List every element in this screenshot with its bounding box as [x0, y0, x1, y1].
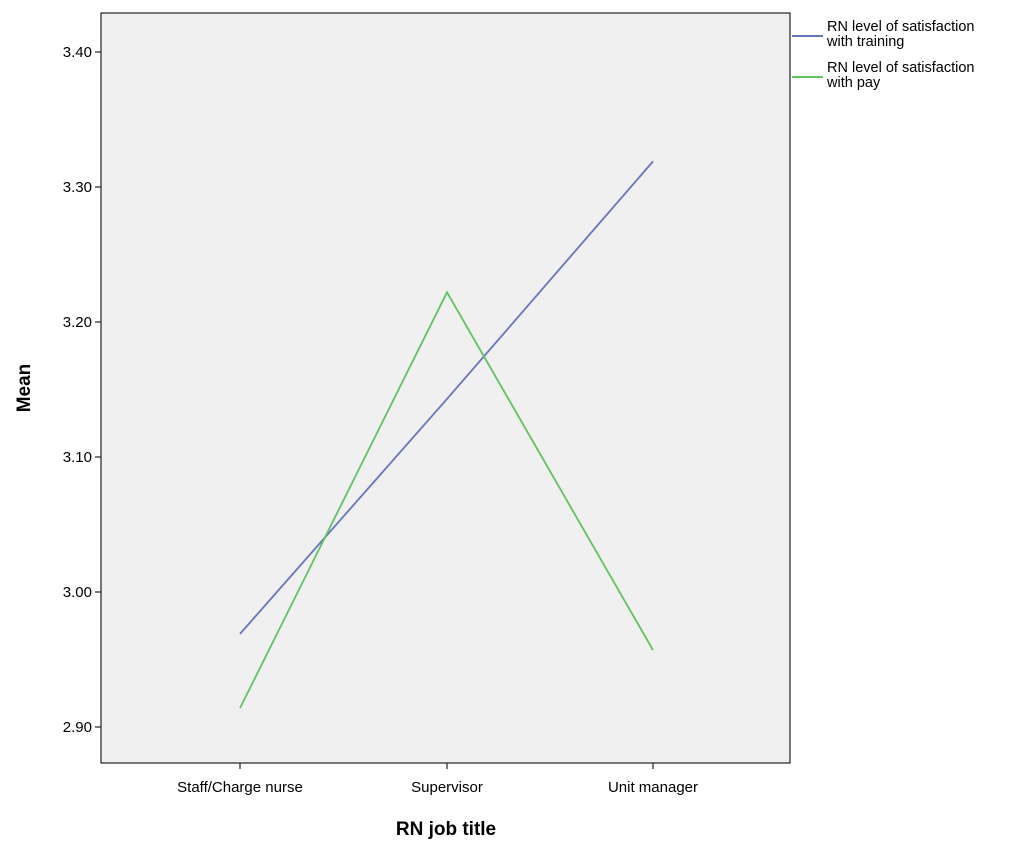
x-tick-label: Unit manager — [608, 779, 698, 796]
y-tick-label: 3.40 — [63, 44, 92, 61]
series-layer — [239, 160, 654, 709]
legend-label: with pay — [826, 75, 881, 91]
y-axis-title: Mean — [14, 364, 35, 413]
x-axis: Staff/Charge nurse Supervisor Unit manager — [177, 763, 698, 796]
plot-area — [100, 12, 791, 764]
series-line-2 — [239, 290, 654, 709]
y-tick-label: 3.00 — [63, 584, 92, 601]
legend-label: RN level of satisfaction — [827, 19, 974, 35]
y-tick-label: 3.20 — [63, 314, 92, 331]
x-tick-label: Staff/Charge nurse — [177, 779, 303, 796]
x-axis-title: RN job title — [396, 819, 496, 840]
x-tick-label: Supervisor — [411, 779, 483, 796]
y-tick-label: 3.30 — [63, 179, 92, 196]
y-tick-label: 3.10 — [63, 449, 92, 466]
series-line-1 — [239, 160, 654, 635]
legend-label: with training — [826, 34, 904, 50]
legend-label: RN level of satisfaction — [827, 60, 974, 76]
y-tick-label: 2.90 — [63, 719, 92, 736]
y-axis: 2.90 3.00 3.10 3.20 3.30 3.40 — [63, 44, 101, 736]
